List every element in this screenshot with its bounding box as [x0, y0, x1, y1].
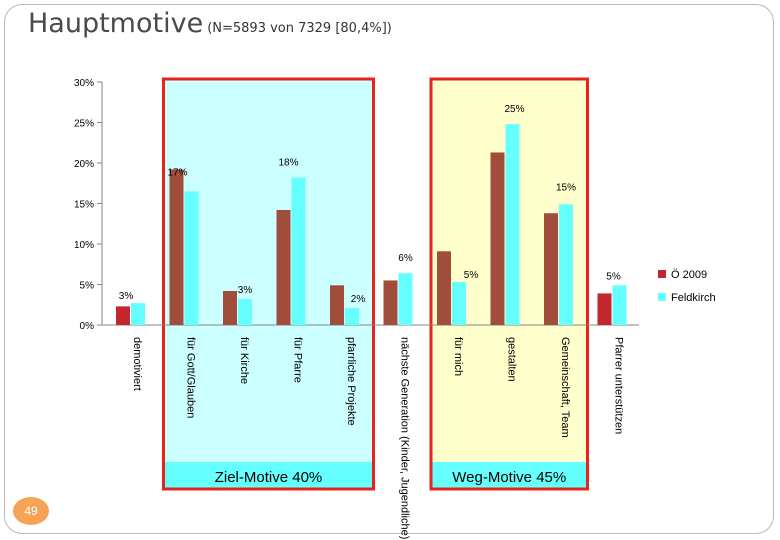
- data-label: 18%: [278, 158, 298, 169]
- y-tick-label: 15%: [74, 200, 94, 211]
- legend-label-oe2009: Ö 2009: [671, 269, 707, 281]
- bar-oe2009: [116, 306, 130, 325]
- legend-label-feldkirch: Feldkirch: [671, 292, 716, 304]
- bar-feldkirch: [398, 273, 413, 325]
- group-label-box: [431, 462, 588, 489]
- group-label-box: [163, 462, 374, 489]
- bar-feldkirch: [452, 282, 466, 325]
- data-label: 5%: [606, 271, 621, 282]
- bar-feldkirch: [505, 124, 520, 326]
- category-label: demotiviert: [131, 337, 143, 391]
- group-region-border: [162, 77, 375, 491]
- bar-feldkirch: [291, 177, 306, 325]
- bar-feldkirch: [612, 285, 627, 325]
- data-label: 2%: [351, 294, 366, 305]
- bar-oe2009: [597, 293, 612, 325]
- data-label: 17%: [167, 167, 187, 178]
- bar-oe2009: [383, 280, 398, 325]
- category-label: Gemeinschaft, Team: [559, 337, 571, 438]
- slide-title: Hauptmotive (N=5893 von 7329 [80,4%]): [28, 8, 392, 39]
- category-label: für mich: [452, 337, 464, 376]
- bar-oe2009: [490, 152, 505, 325]
- bar-oe2009: [169, 169, 184, 325]
- group-label: Weg-Motive 45%: [452, 469, 566, 486]
- category-label: für Pfarre: [292, 337, 304, 383]
- bar-oe2009: [330, 285, 344, 325]
- bar-feldkirch: [559, 204, 573, 325]
- category-label: gestalten: [506, 337, 518, 382]
- bar-oe2009: [223, 290, 237, 325]
- category-label: pfarrliche Projekte: [345, 337, 357, 426]
- bar-oe2009: [276, 209, 291, 325]
- data-label: 15%: [556, 182, 576, 193]
- bar-feldkirch: [131, 303, 145, 325]
- y-tick-label: 0%: [80, 321, 95, 332]
- y-tick-label: 25%: [74, 119, 94, 130]
- title-text: Hauptmotive: [28, 8, 204, 39]
- bar-feldkirch: [238, 299, 252, 325]
- subtitle-text: (N=5893 von 7329 [80,4%]): [207, 21, 392, 36]
- data-label: 25%: [504, 104, 524, 115]
- data-label: 6%: [398, 253, 413, 264]
- slide-frame: [4, 4, 774, 534]
- bar-feldkirch: [184, 191, 199, 325]
- category-label: nächste Generation (Kinder, Jugendliche): [399, 337, 411, 539]
- legend-swatch-feldkirch: [658, 293, 666, 301]
- category-label: Pfarrer unterstützen: [613, 337, 625, 434]
- group-label: Ziel-Motive 40%: [215, 469, 323, 486]
- y-tick-label: 5%: [80, 281, 95, 292]
- group-region-border: [429, 77, 589, 491]
- bar-feldkirch: [345, 307, 359, 325]
- category-label: für Gott/Glauben: [185, 337, 197, 418]
- y-tick-label: 10%: [74, 240, 94, 251]
- data-label: 3%: [238, 285, 253, 296]
- data-label: 5%: [464, 270, 479, 281]
- legend-swatch-oe2009: [658, 270, 666, 278]
- bar-oe2009: [544, 213, 558, 325]
- bar-oe2009: [437, 251, 451, 325]
- category-label: für Kirche: [238, 337, 250, 384]
- y-tick-label: 30%: [74, 78, 94, 89]
- page-number: 49: [13, 497, 49, 525]
- data-label: 3%: [119, 291, 134, 302]
- y-tick-label: 20%: [74, 159, 94, 170]
